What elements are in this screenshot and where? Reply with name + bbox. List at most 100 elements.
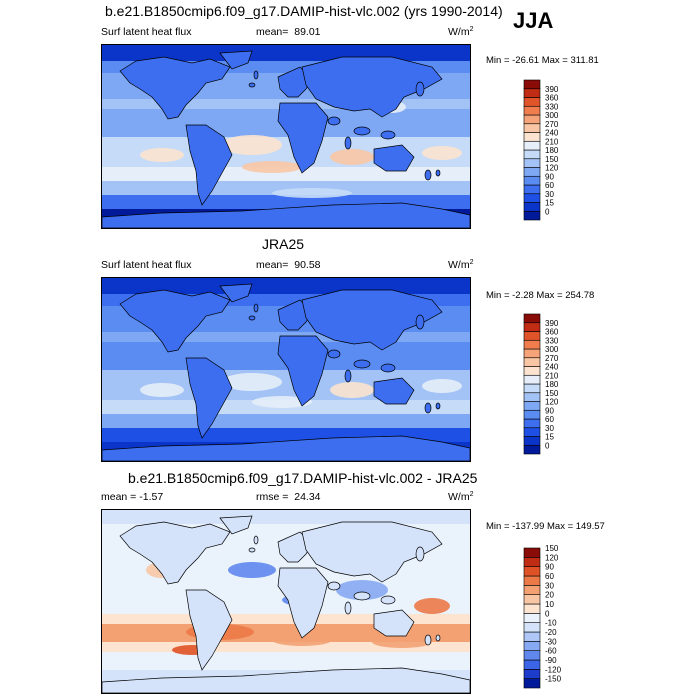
panel2-colorbar-box xyxy=(523,322,541,332)
panel1-island-outline xyxy=(353,126,371,136)
panel3-island-outline xyxy=(424,634,432,646)
panel1-map xyxy=(101,44,471,229)
panel3-colorbar-box xyxy=(523,603,541,614)
panel2-units: W/m2 xyxy=(448,259,473,271)
panel2-colorbar-tick-label: 90 xyxy=(545,406,554,415)
panel2-units-text: W/m xyxy=(448,259,470,271)
panel2-island-outline xyxy=(253,303,259,313)
panel3-colorbar-box xyxy=(523,622,541,633)
panel3-continent-outline xyxy=(301,521,443,583)
panel1-field-patch xyxy=(140,148,184,162)
panel1-colorbar-tick-label: 330 xyxy=(545,102,559,111)
panel2-units-sup: 2 xyxy=(469,259,474,266)
panel1-colorbar-tick-label: 0 xyxy=(545,207,550,216)
panel2-mean-value: 90.58 xyxy=(294,259,321,271)
panel2-field-patch xyxy=(252,396,312,408)
panel1-continent-outline xyxy=(102,202,470,228)
panel3-field-band xyxy=(102,642,470,652)
panel2-continent-outline xyxy=(219,283,253,303)
panel2-colorbar-box xyxy=(523,331,541,341)
panel1-colorbar-box xyxy=(523,193,541,203)
panel3-colorbar-box xyxy=(523,566,541,577)
panel1-continent-outline xyxy=(185,124,233,206)
panel1-colorbar-tick-label: 390 xyxy=(545,85,559,94)
panel2-colorbar-tick-label: 180 xyxy=(545,380,559,389)
panel2-continent-outline xyxy=(301,289,443,351)
panel2-colorbar-box xyxy=(523,436,541,446)
panel2-island-outline xyxy=(415,314,425,330)
panel3-island-outline xyxy=(353,591,371,601)
panel3-colorbar-tick-label: -10 xyxy=(545,619,557,628)
panel1-field-patch xyxy=(242,161,302,173)
panel3-rmse: rmse = 24.34 xyxy=(256,491,321,503)
panel3-continent-outline xyxy=(373,609,415,637)
panel3-colorbar: -150 -120 -90 -60 -30 -20 -10 0 10 20 30 60 90 120 150 xyxy=(523,544,562,689)
panel2-colorbar-box xyxy=(523,409,541,420)
panel1-colorbar-box xyxy=(523,184,541,195)
panel3-field-patch xyxy=(228,562,276,578)
panel2-field-patch xyxy=(330,382,374,398)
panel1-units-sup: 2 xyxy=(469,26,474,33)
panel3-rmse-label: rmse = xyxy=(256,491,289,503)
panel2-continent-outline xyxy=(102,435,470,461)
panel3-island-outline xyxy=(344,601,352,615)
panel3-minmax: Min = -137.99 Max = 149.57 xyxy=(486,521,605,532)
panel3-field-band xyxy=(102,614,470,624)
panel2-colorbar-tick-label: 30 xyxy=(545,424,554,433)
panel2-mean: mean= 90.58 xyxy=(256,259,321,271)
panel2-colorbar-box xyxy=(523,357,541,367)
panel1-colorbar-tick-label: 180 xyxy=(545,146,559,155)
panel2-colorbar-tick-label: 300 xyxy=(545,345,559,354)
panel1-colorbar-box xyxy=(523,140,541,151)
panel3-colorbar-box xyxy=(523,631,541,642)
panel1-colorbar-tick-label: 120 xyxy=(545,164,559,173)
season-label: JJA xyxy=(513,8,554,33)
panel2-colorbar-box xyxy=(523,392,541,402)
panel1-map-svg xyxy=(102,45,470,228)
panel1-field-patch xyxy=(222,135,282,155)
panel3-colorbar-tick-label: 0 xyxy=(545,609,550,618)
panel2-continent-outline xyxy=(277,335,329,407)
panel3-island-outline xyxy=(435,634,441,642)
panel1-colorbar-tick-label: 240 xyxy=(545,129,559,138)
panel1-field-patch xyxy=(272,188,352,198)
panel3-title: b.e21.B1850cmip6.f09_g17.DAMIP-hist-vlc.… xyxy=(128,470,478,486)
panel1-colorbar-box xyxy=(523,202,541,212)
panel3-colorbar-box xyxy=(523,594,541,605)
panel3-colorbar-tick-label: -20 xyxy=(545,628,557,637)
panel2-colorbar-tick-label: 0 xyxy=(545,441,550,450)
panel1-continent-outline xyxy=(373,144,415,172)
panel1-colorbar-tick-label: 300 xyxy=(545,111,559,120)
panel1-continent-outline xyxy=(119,56,231,120)
panel2-continent-outline xyxy=(373,377,415,405)
panel3-island-outline xyxy=(253,535,259,545)
panel2-colorbar-tick-label: 150 xyxy=(545,389,559,398)
panel3-island-outline xyxy=(415,546,425,562)
panel3-colorbar-tick-label: 60 xyxy=(545,572,554,581)
panel2-colorbar-box xyxy=(523,366,541,376)
panel3-rmse-value: 24.34 xyxy=(294,491,321,503)
panel1-colorbar-tick-label: 360 xyxy=(545,94,559,103)
panel3-map xyxy=(101,509,471,694)
panel1-colorbar-tick-label: 30 xyxy=(545,190,554,199)
panel1-colorbar-tick-label: 90 xyxy=(545,172,554,181)
panel2-colorbar-box xyxy=(523,444,541,455)
panel1-variable-label: Surf latent heat flux xyxy=(101,26,192,38)
panel2-colorbar-tick-label: 270 xyxy=(545,354,559,363)
panel3-field-patch xyxy=(414,598,450,614)
panel3-units-sup: 2 xyxy=(469,491,474,498)
panel1-field-band xyxy=(102,167,470,181)
panel2-map xyxy=(101,277,471,462)
panel2-island-outline xyxy=(327,349,341,359)
panel2-colorbar-box xyxy=(523,383,541,394)
panel2-colorbar-tick-label: 390 xyxy=(545,319,559,328)
panel3-colorbar-box xyxy=(523,575,541,586)
panel3-colorbar-tick-label: -150 xyxy=(545,675,562,684)
panel1-colorbar-tick-label: 60 xyxy=(545,181,554,190)
panel1-field-band xyxy=(102,181,470,195)
panel3-units-text: W/m xyxy=(448,491,470,503)
panel2-mean-label: mean= xyxy=(256,259,289,271)
panel1-mean: mean= 89.01 xyxy=(256,26,321,38)
